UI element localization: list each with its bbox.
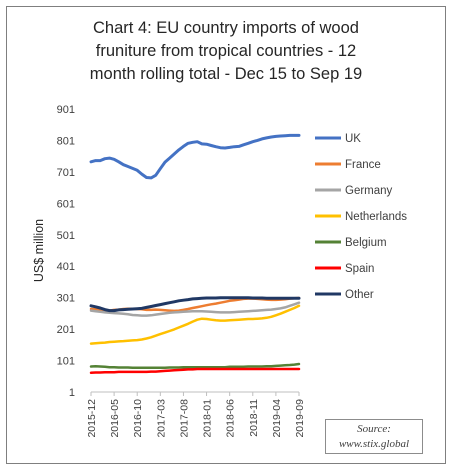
x-tick-label: 2015-12 — [86, 399, 98, 438]
x-tick-label: 2017-08 — [178, 399, 190, 438]
series-line-germany — [89, 301, 301, 317]
legend-label-uk: UK — [345, 133, 361, 145]
x-tick-label: 2018-01 — [202, 399, 214, 438]
y-tick-label: 801 — [57, 135, 75, 147]
source-url: www.stix.global — [338, 438, 410, 450]
x-tick-label: 2019-09 — [294, 399, 306, 438]
series-line-other — [89, 296, 301, 313]
legend-label-netherlands: Netherlands — [345, 211, 407, 223]
series-line-belgium — [89, 362, 301, 370]
y-tick-label: 101 — [57, 356, 75, 368]
y-tick-label: 601 — [57, 198, 75, 210]
series-line-spain — [89, 367, 301, 375]
x-tick-label: 2018-11 — [248, 399, 260, 437]
source-box: Source: www.stix.global — [325, 419, 423, 454]
y-tick-label: 1 — [69, 387, 75, 399]
legend-label-spain: Spain — [345, 263, 374, 275]
legend-label-france: France — [345, 159, 381, 171]
legend-label-germany: Germany — [345, 185, 393, 197]
x-tick-label: 2016-05 — [109, 399, 121, 438]
chart-title: Chart 4: EU country imports of wood frun… — [7, 17, 445, 86]
legend-label-belgium: Belgium — [345, 237, 387, 249]
y-tick-label: 501 — [57, 230, 75, 242]
x-tick-label: 2016-10 — [132, 399, 144, 438]
y-tick-label: 701 — [57, 167, 75, 179]
series-line-uk — [89, 133, 301, 180]
chart-title-line-3: month rolling total - Dec 15 to Sep 19 — [89, 65, 363, 83]
source-label: Source: — [357, 423, 391, 435]
x-tick-label: 2019-04 — [271, 399, 283, 438]
series-line-netherlands — [89, 304, 301, 345]
chart-title-line-1: Chart 4: EU country imports of wood — [93, 19, 359, 37]
legend-label-other: Other — [345, 289, 374, 301]
y-tick-label: 301 — [57, 293, 75, 305]
x-tick-label: 2017-03 — [155, 399, 167, 438]
y-tick-label: 201 — [57, 324, 75, 336]
x-tick-label: 2018-06 — [225, 399, 237, 438]
y-tick-label: 401 — [57, 261, 75, 273]
chart-title-line-2: fruniture from tropical countries - 12 — [95, 42, 357, 60]
line-chart: US$ million90180170160150140130120110112… — [32, 104, 407, 438]
y-axis-title: US$ million — [32, 219, 46, 282]
chart-frame: Chart 4: EU country imports of wood frun… — [6, 6, 446, 464]
y-tick-label: 901 — [57, 104, 75, 116]
